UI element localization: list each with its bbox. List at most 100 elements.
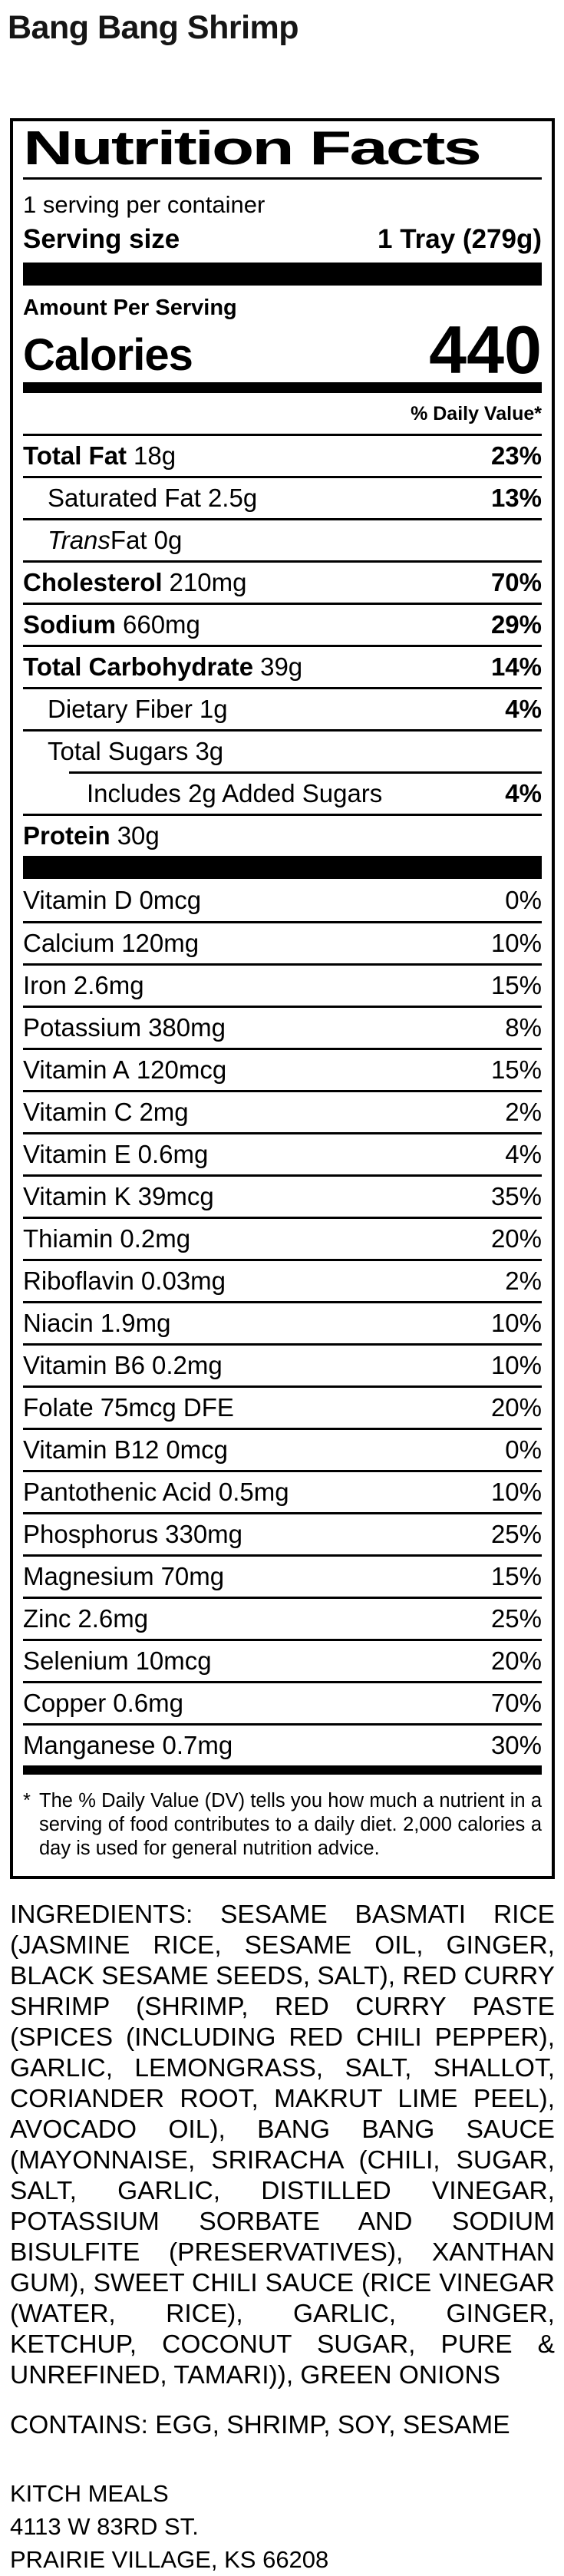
nutrient-row: Total Sugars 3g (23, 729, 542, 771)
vitamin-name: Iron (23, 971, 67, 999)
nutrient-row: Protein 30g (23, 814, 542, 856)
nutrient-amount: 39g (260, 652, 303, 681)
vitamin-name: Folate (23, 1393, 94, 1422)
servings-per-container: 1 serving per container (23, 191, 266, 218)
calories-rule (23, 382, 542, 393)
nutrient-daily-value: 4% (505, 779, 542, 807)
vitamin-amount: 2mg (139, 1098, 189, 1126)
vitamin-name: Calcium (23, 929, 115, 957)
vitamin-row: Potassium 380mg 8% (23, 1006, 542, 1048)
vitamin-name: Vitamin C (23, 1098, 133, 1126)
vitamin-row: Vitamin A 120mcg 15% (23, 1048, 542, 1090)
nutrient-row: Sodium 660mg 29% (23, 603, 542, 645)
nutrient-daily-value: 23% (490, 441, 542, 470)
vitamin-name: Niacin (23, 1309, 94, 1337)
contains-text: CONTAINS: EGG, SHRIMP, SOY, SESAME (10, 2411, 510, 2439)
vitamin-amount: 0mcg (139, 885, 202, 914)
nutrient-row: Cholesterol 210mg 70% (23, 560, 542, 603)
vitamin-row: Thiamin 0.2mg 20% (23, 1217, 542, 1259)
nutrient-name: Includes 2g Added Sugars (87, 779, 383, 807)
nutrient-amount: 1g (199, 695, 228, 723)
vitamin-daily-value: 30% (490, 1731, 542, 1759)
vitamin-amount: 0.2mg (120, 1224, 191, 1253)
nutrient-name-italic: Trans (48, 526, 110, 554)
nutrient-amount: 210mg (169, 568, 247, 596)
vitamin-row: Niacin 1.9mg 10% (23, 1301, 542, 1343)
vitamin-amount: 0.6mg (137, 1140, 209, 1168)
calories-value: 440 (429, 312, 542, 388)
vitamin-name: Riboflavin (23, 1267, 134, 1295)
vitamin-row: Riboflavin 0.03mg 2% (23, 1259, 542, 1301)
nutrient-daily-value: 29% (490, 610, 542, 639)
vitamin-name: Vitamin D (23, 885, 133, 914)
vitamin-daily-value: 15% (490, 971, 542, 999)
serving-size-label: Serving size (23, 224, 180, 254)
daily-value-header: % Daily Value* (411, 403, 542, 424)
nutrient-amount: 660mg (123, 610, 200, 639)
vitamin-name: Vitamin B6 (23, 1351, 145, 1379)
vitamin-amount: 0mcg (166, 1435, 229, 1464)
vitamin-name: Vitamin K (23, 1182, 131, 1210)
vitamin-row: Vitamin C 2mg 2% (23, 1090, 542, 1132)
nutrition-facts-heading-wrap: Nutrition Facts (23, 125, 542, 173)
nutrient-row-inner: Includes 2g Added Sugars 4% (69, 771, 542, 814)
nutrient-amount: 30g (117, 821, 160, 850)
vitamin-daily-value: 10% (490, 1351, 542, 1379)
vitamin-daily-value: 0% (505, 1435, 542, 1464)
vitamin-row: Vitamin B6 0.2mg 10% (23, 1343, 542, 1385)
vitamin-row: Manganese 0.7mg 30% (23, 1723, 542, 1765)
vitamin-row: Vitamin B12 0mcg 0% (23, 1428, 542, 1470)
vitamin-amount: 120mg (121, 929, 200, 957)
vitamin-row: Phosphorus 330mg 25% (23, 1512, 542, 1554)
page-title: Bang Bang Shrimp (8, 9, 299, 46)
vitamin-name: Thiamin (23, 1224, 114, 1253)
vitamin-daily-value: 2% (505, 1098, 542, 1126)
nutrient-amount: 0g (153, 526, 183, 554)
vitamin-daily-value: 2% (505, 1267, 542, 1295)
vitamin-name: Selenium (23, 1646, 129, 1675)
macronutrient-rows: Total Fat 18g 23% Saturated Fat 2.5g 13% Trans… (23, 434, 542, 856)
nutrient-row: Saturated Fat 2.5g 13% (23, 476, 542, 518)
vitamin-amount: 75mcg DFE (100, 1393, 234, 1422)
address-line-street: 4113 W 83RD ST. (10, 2513, 199, 2540)
calories-label: Calories (23, 330, 193, 380)
vitamin-name: Phosphorus (23, 1520, 159, 1548)
address-line-company: KITCH MEALS (10, 2480, 169, 2507)
vitamin-daily-value: 10% (490, 1309, 542, 1337)
nutrient-name: Protein (23, 821, 110, 850)
vitamin-name: Copper (23, 1689, 107, 1717)
nutrient-daily-value: 13% (490, 484, 542, 512)
nutrition-facts-title: Nutrition Facts (23, 122, 482, 175)
vitamin-amount: 2.6mg (73, 971, 144, 999)
footnote-text: The % Daily Value (DV) tells you how muc… (39, 1790, 542, 1859)
vitamin-name: Vitamin E (23, 1140, 131, 1168)
nutrient-name: Total Fat (23, 441, 127, 470)
vitamin-daily-value: 4% (505, 1140, 542, 1168)
vitamin-row: Magnesium 70mg 15% (23, 1554, 542, 1597)
nutrient-name: Saturated Fat (48, 484, 201, 512)
nutrient-name: Cholesterol (23, 568, 163, 596)
vitamin-daily-value: 10% (490, 929, 542, 957)
vitamin-row: Vitamin D 0mcg 0% (23, 879, 542, 921)
vitamin-amount: 0.03mg (140, 1267, 226, 1295)
vitamin-row: Calcium 120mg 10% (23, 921, 542, 963)
serving-size-row: Serving size 1 Tray (279g) (23, 223, 542, 256)
vitamin-amount: 120mcg (136, 1055, 227, 1084)
nutrient-row: Trans Fat 0g (23, 518, 542, 560)
vitamin-rows: Vitamin D 0mcg 0% Calcium 120mg 10% Iron 2.6mg 1… (23, 879, 542, 1765)
vitamin-name: Potassium (23, 1013, 142, 1042)
vitamin-daily-value: 35% (490, 1182, 542, 1210)
vitamin-amount: 330mg (165, 1520, 243, 1548)
vitamin-daily-value: 25% (490, 1520, 542, 1548)
address-line-city: PRAIRIE VILLAGE, KS 66208 (10, 2546, 329, 2573)
nutrient-name: Total Carbohydrate (23, 652, 254, 681)
vitamin-row: Vitamin E 0.6mg 4% (23, 1132, 542, 1174)
vitamin-row: Pantothenic Acid 0.5mg 10% (23, 1470, 542, 1512)
nutrient-daily-value: 14% (490, 652, 542, 681)
vitamin-row: Iron 2.6mg 15% (23, 963, 542, 1006)
nutrition-facts-panel: Nutrition Facts 1 serving per container … (10, 118, 555, 1879)
vitamin-amount: 0.6mg (113, 1689, 183, 1717)
nutrient-amount: 3g (195, 737, 224, 765)
nutrient-row: Includes 2g Added Sugars 4% (23, 771, 542, 814)
nutrient-daily-value: 70% (490, 568, 542, 596)
